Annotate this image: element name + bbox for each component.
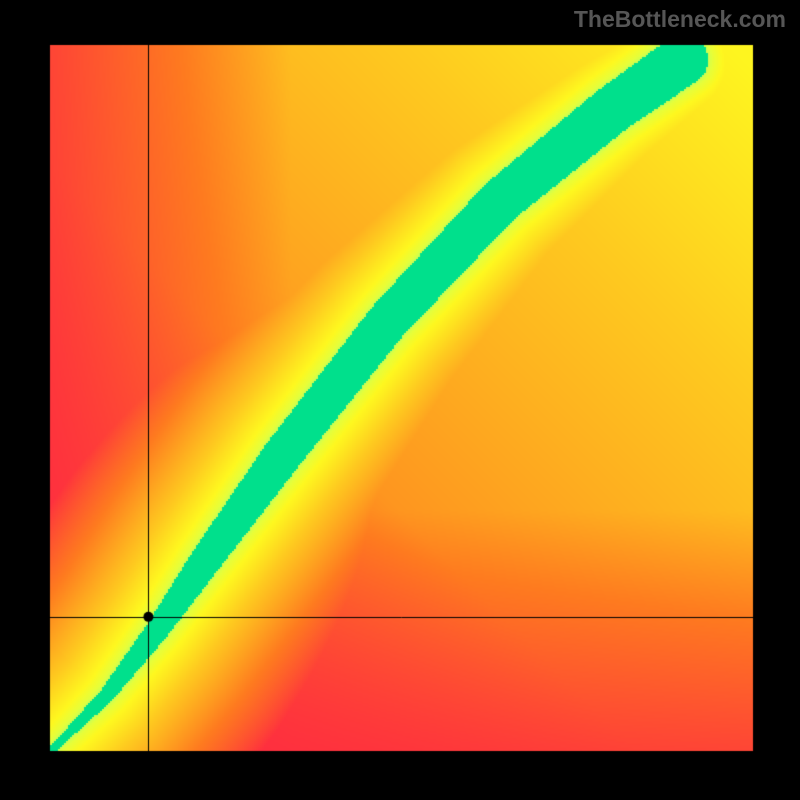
source-watermark: TheBottleneck.com [574, 6, 786, 33]
chart-container: TheBottleneck.com [0, 0, 800, 800]
heatmap-canvas [0, 0, 800, 800]
